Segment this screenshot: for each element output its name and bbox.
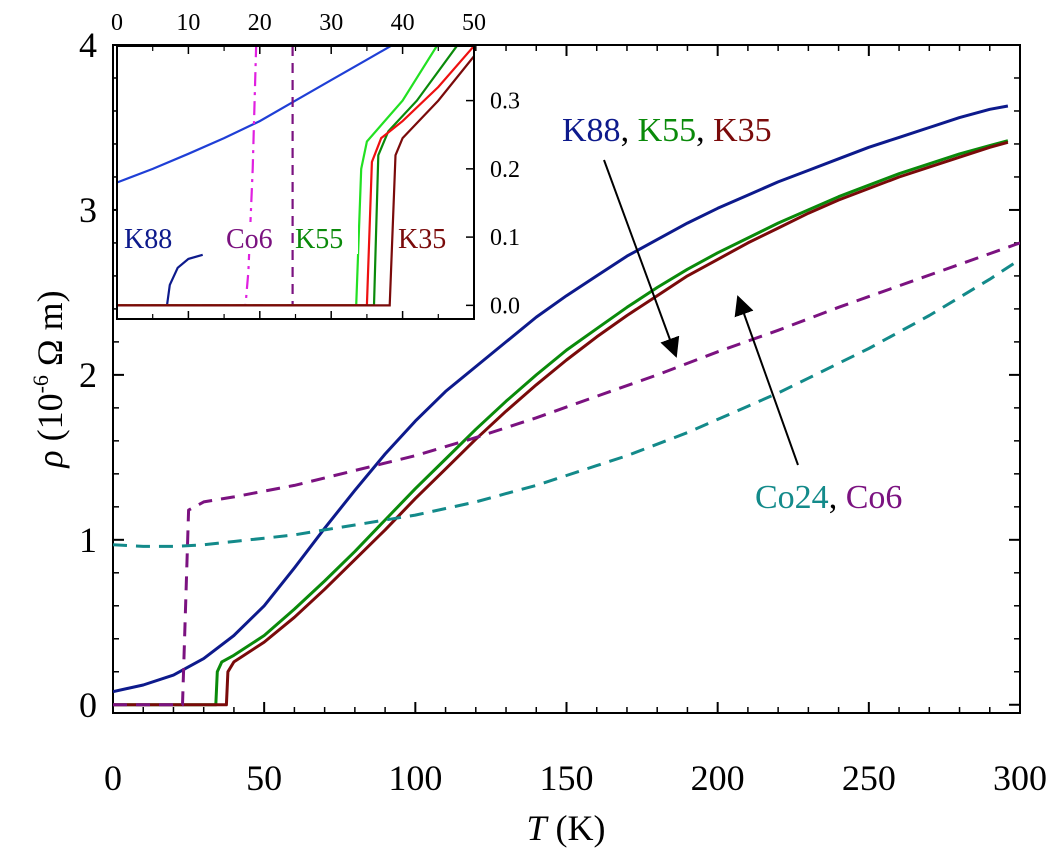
inset-x-tick-label: 0 [111, 10, 123, 36]
x-tick-label: 200 [691, 758, 745, 798]
inset-y-tick-label: 0.3 [490, 89, 520, 115]
inset-y-tick-label: 0.1 [490, 225, 520, 251]
x-axis-title: T (K) [526, 808, 605, 848]
legend-k-series: K88, K55, K35 [562, 112, 772, 149]
inset-curve-k88 [117, 46, 393, 184]
inset-curve-k35 [117, 55, 474, 307]
inset-x-tick-label: 10 [176, 10, 200, 36]
inset-label-k35: K35 [398, 224, 446, 255]
series-line-k35 [113, 140, 1009, 707]
inset-x-tick-label: 40 [391, 10, 415, 36]
y-tick-label: 1 [79, 520, 97, 560]
inset-y-tick-label: 0.0 [490, 293, 520, 319]
inset-label-k88: K88 [124, 224, 172, 255]
inset-label-co6: Co6 [226, 224, 273, 255]
inset-label-bg-k35 [397, 222, 459, 254]
inset-y-tick-label: 0.2 [490, 157, 520, 183]
y-tick-label: 3 [79, 190, 97, 230]
series-line-co6 [113, 241, 1020, 707]
inset-label-bg-co6 [225, 222, 287, 254]
x-tick-label: 300 [993, 758, 1047, 798]
series-line-k55 [113, 139, 1009, 707]
inset-series-group [117, 46, 474, 307]
series-line-co24 [113, 258, 1020, 548]
y-tick-label: 2 [79, 355, 97, 395]
x-tick-label: 0 [104, 758, 122, 798]
inset-x-tick-label: 50 [462, 10, 486, 36]
inset-label-bg-k55 [294, 222, 358, 254]
x-tick-label: 50 [246, 758, 282, 798]
inset-axis-ticks: 0 10 20 30 40 50 0.0 0.1 0.2 0.3 [111, 10, 520, 319]
inset-label-bg-k88 [120, 222, 186, 254]
inset-x-tick-label: 20 [248, 10, 272, 36]
inset-curve-k88 [165, 253, 204, 306]
arrow-co-series [734, 295, 799, 466]
main-axis-ticks: 0 50 100 150 200 250 300 0 1 2 3 4 [79, 25, 1047, 798]
arrow-k-series [603, 159, 680, 358]
legend-co-series: Co24, Co6 [755, 479, 902, 516]
inset-x-tick-label: 30 [319, 10, 343, 36]
inset-label-k55: K55 [295, 224, 343, 255]
x-tick-label: 250 [842, 758, 896, 798]
series-line-k88 [113, 104, 1009, 694]
y-tick-label: 0 [79, 685, 97, 725]
x-tick-label: 100 [388, 758, 442, 798]
x-tick-label: 150 [540, 758, 594, 798]
main-series-group [113, 104, 1020, 707]
y-axis-title: ρ (10-6 Ω m) [28, 290, 70, 468]
inset-background [117, 46, 474, 319]
y-tick-label: 4 [79, 25, 97, 65]
